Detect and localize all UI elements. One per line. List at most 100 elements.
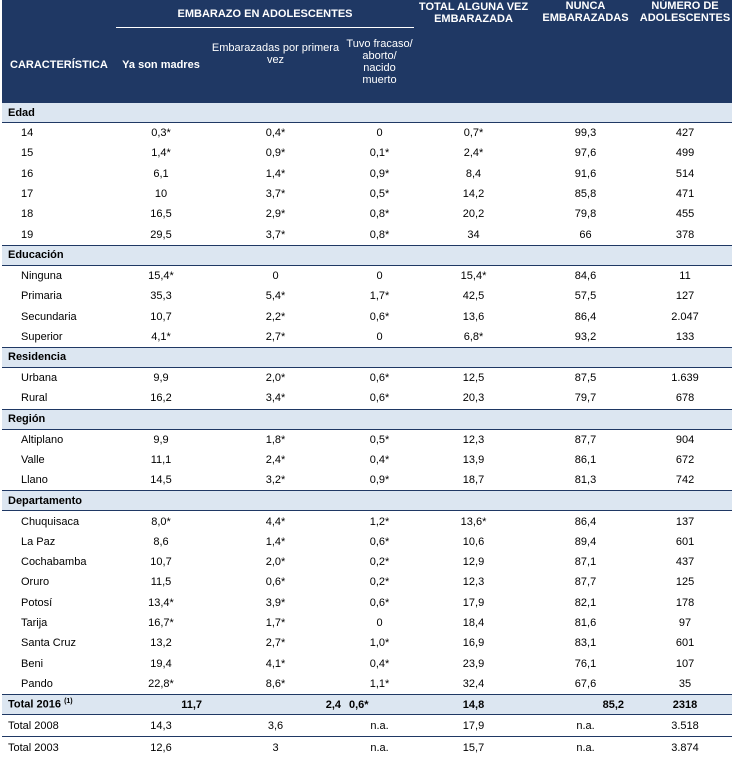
- total-past-cell: 17,9: [414, 715, 533, 737]
- table-cell: 455: [638, 204, 732, 224]
- table-cell: 87,1: [533, 552, 638, 572]
- row-label: Cochabamba: [2, 552, 116, 572]
- table-cell: 8,6*: [206, 674, 345, 695]
- table-cell: 0,5*: [345, 429, 414, 450]
- table-cell: 22,8*: [116, 674, 206, 695]
- section-title: Residencia: [2, 347, 732, 367]
- table-cell: 437: [638, 552, 732, 572]
- table-cell: 133: [638, 327, 732, 348]
- section-header-row: Región: [2, 409, 732, 429]
- table-cell: 35: [638, 674, 732, 695]
- table-cell: 0,9*: [345, 470, 414, 491]
- col-header-caracteristica: CARACTERÍSTICA: [2, 28, 116, 103]
- table-cell: 86,4: [533, 511, 638, 532]
- section-title: Departamento: [2, 491, 732, 511]
- table-cell: 0,6*: [206, 572, 345, 592]
- table-cell: 97,6: [533, 143, 638, 163]
- group-header: EMBARAZO EN ADOLESCENTES: [116, 0, 414, 28]
- table-cell: 23,9: [414, 654, 533, 674]
- table-cell: 1,2*: [345, 511, 414, 532]
- col-header-madres: Ya son madres: [116, 28, 206, 103]
- table-cell: 0,6*: [345, 367, 414, 388]
- table-cell: 742: [638, 470, 732, 491]
- table-cell: 0,6*: [345, 593, 414, 613]
- row-label: La Paz: [2, 532, 116, 552]
- table-cell: 87,7: [533, 572, 638, 592]
- table-cell: 83,1: [533, 633, 638, 653]
- table-cell: 79,7: [533, 388, 638, 409]
- table-cell: 57,5: [533, 286, 638, 306]
- total-2016-cell: 0,6*: [345, 695, 414, 715]
- col-header-embarazadas: Embarazadas por primera vez: [206, 28, 345, 103]
- total-past-cell: 14,3: [116, 715, 206, 737]
- table-cell: 127: [638, 286, 732, 306]
- table-cell: 0,4*: [345, 450, 414, 470]
- total-2016-footnote: (1): [64, 698, 73, 705]
- row-label: Superior: [2, 327, 116, 348]
- section-title: Región: [2, 409, 732, 429]
- table-cell: 2,9*: [206, 204, 345, 224]
- row-label: Pando: [2, 674, 116, 695]
- row-label: Beni: [2, 654, 116, 674]
- total-past-cell: n.a.: [345, 737, 414, 758]
- table-cell: 1,0*: [345, 633, 414, 653]
- table-cell: 86,1: [533, 450, 638, 470]
- table-cell: 3,9*: [206, 593, 345, 613]
- table-cell: 35,3: [116, 286, 206, 306]
- total-past-label: Total 2003: [2, 737, 116, 758]
- table-cell: 0,5*: [345, 184, 414, 204]
- total-past-cell: 3,6: [206, 715, 345, 737]
- table-cell: 20,3: [414, 388, 533, 409]
- table-cell: 0: [345, 123, 414, 144]
- total-2016-cell: 85,2: [533, 695, 638, 715]
- row-label: Valle: [2, 450, 116, 470]
- table-cell: 2,4*: [414, 143, 533, 163]
- table-cell: 12,5: [414, 367, 533, 388]
- table-cell: 0,6*: [345, 306, 414, 326]
- header-spacer: [2, 0, 116, 28]
- table-cell: 15,4*: [414, 265, 533, 286]
- table-cell: 2,2*: [206, 306, 345, 326]
- total-past-cell: n.a.: [345, 715, 414, 737]
- table-cell: 16,5: [116, 204, 206, 224]
- total-past-cell: n.a.: [533, 737, 638, 758]
- table-cell: 2,7*: [206, 327, 345, 348]
- table-cell: 10,7: [116, 306, 206, 326]
- section-header-row: Educación: [2, 245, 732, 265]
- table-cell: 0,9*: [206, 143, 345, 163]
- table-cell: 12,9: [414, 552, 533, 572]
- table-cell: 378: [638, 224, 732, 245]
- table-cell: 514: [638, 164, 732, 184]
- table-cell: 3,4*: [206, 388, 345, 409]
- table-cell: 0,2*: [345, 572, 414, 592]
- row-label: 15: [2, 143, 116, 163]
- table-cell: 13,4*: [116, 593, 206, 613]
- table-cell: 1,7*: [206, 613, 345, 633]
- table-cell: 10,6: [414, 532, 533, 552]
- table-cell: 0,9*: [345, 164, 414, 184]
- row-label: Santa Cruz: [2, 633, 116, 653]
- table-cell: 16,9: [414, 633, 533, 653]
- total-past-cell: n.a.: [533, 715, 638, 737]
- table-cell: 89,4: [533, 532, 638, 552]
- row-label: Urbana: [2, 367, 116, 388]
- row-label: Llano: [2, 470, 116, 491]
- section-title: Edad: [2, 103, 732, 123]
- row-label: Ninguna: [2, 265, 116, 286]
- row-label: 16: [2, 164, 116, 184]
- section-header-row: Edad: [2, 103, 732, 123]
- table-cell: 0: [345, 613, 414, 633]
- table-cell: 107: [638, 654, 732, 674]
- total-past-cell: 12,6: [116, 737, 206, 758]
- row-label: Secundaria: [2, 306, 116, 326]
